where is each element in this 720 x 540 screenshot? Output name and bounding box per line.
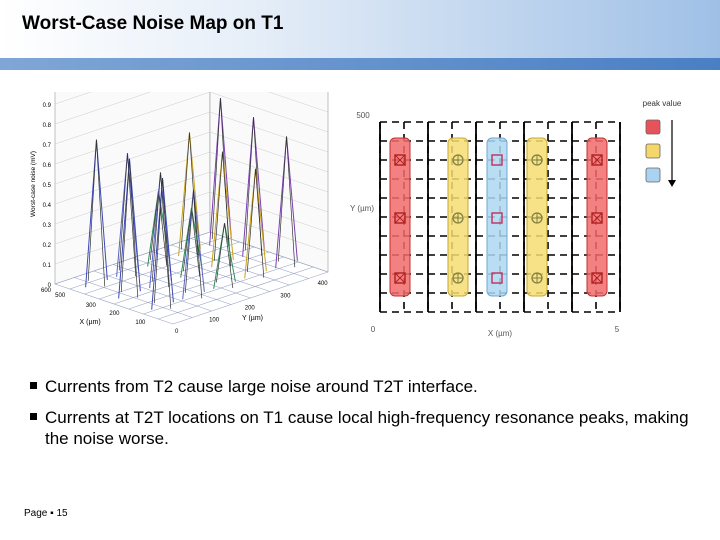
tsv-marker-cross [591,272,603,284]
x-tick-label: 600 [41,288,52,294]
tsv-marker-cross [394,154,406,166]
tsv-square-marker [394,212,406,224]
x-max-label: 5 [615,325,620,334]
noise-peak-edge [118,153,137,277]
page-label: Page [24,508,48,519]
floor-gridline [190,238,309,279]
bullet-item: Currents at T2T locations on T1 cause lo… [30,407,700,449]
legend-arrow-head [668,180,676,187]
z-tick-label: 0.5 [43,183,52,189]
wall-gridline [54,191,329,245]
wall-gridline [54,171,329,225]
bullet-text: Currents from T2 cause large noise aroun… [45,377,478,396]
tsv-square-marker [491,272,503,284]
floor-gridline [54,231,211,285]
z-tick-label: 0.2 [43,243,52,249]
y-axis-label-bg [345,202,379,214]
footer-separator: ▪ [50,508,57,519]
noise-peak-edge [153,177,172,309]
z-tick-label: 0.4 [43,203,52,209]
noise-peak-edge [184,189,203,299]
floor-gridline [69,236,225,290]
x-axis-label: X (µm) [488,329,512,338]
z-tick-label: 0 [48,283,52,289]
x-tick-label: 300 [86,303,97,309]
tsv-square-marker [591,154,603,166]
tsv-square-marker [491,212,503,224]
x-tick-label: 500 [55,293,66,299]
slide-title: Worst-Case Noise Map on T1 [22,13,284,34]
z-tick-label: 0.3 [43,223,52,229]
noise-peak-edge [180,132,199,256]
y-tick-label: 200 [245,306,256,312]
noise-peak-edge [244,117,263,257]
tsv-layout-map: 500 Y (µm) 0 X (µm) 5 [345,111,621,338]
tsv-column-strip [389,137,411,297]
title-underline [0,58,720,70]
y-depth-axis-label: Y (µm) [242,315,263,322]
z-tick-label: 0.6 [43,163,52,169]
bullet-item: Currents from T2 cause large noise aroun… [30,376,700,397]
bullet-square-icon [30,382,37,389]
origin-label: 0 [371,325,376,334]
tsv-marker-cross [394,212,406,224]
z-tick-label: 0.7 [43,143,52,149]
noise-peak-edge [120,158,139,298]
x-axis-label: X (µm) [80,319,101,326]
z-tick-label: 0.9 [43,103,52,109]
noise-peak-edge [87,139,106,287]
y-tick-label: 100 [209,318,220,324]
tsv-square-marker [591,272,603,284]
z-axis-label: Worst-case noise (mV) [30,151,37,217]
wall-gridline [54,151,329,205]
x-tick-label: 100 [135,320,146,326]
peak-legend: peak value [643,99,682,187]
tsv-column-strip [586,137,608,297]
y-tick-label: 0 [175,329,179,335]
y-tick-label: 300 [280,294,291,300]
tsv-square-marker [394,272,406,284]
bullet-list: Currents from T2 cause large noise aroun… [30,376,700,459]
tsv-marker-cross [591,154,603,166]
wall-gridline [54,92,329,145]
x-tick-label: 200 [109,311,120,317]
y-axis-label: Y (µm) [350,204,374,213]
floor-gridline [209,231,329,273]
wall-gridline [54,211,329,265]
tsv-marker-cross [394,272,406,284]
wall-gridline [54,111,329,165]
back-wall-right [209,92,329,273]
bullet-text: Currents at T2T locations on T1 cause lo… [45,408,689,448]
noise-peak-edge [213,151,232,267]
tsv-square-marker [491,154,503,166]
page-number: 15 [56,508,68,519]
tsv-column-strip [486,137,508,297]
noise-peak-edge [151,172,170,288]
noise-surface-plot: 0.9 0.8 0.7 0.6 0.5 0.4 0.3 0.2 0.1 0 Worst-case n… [30,92,329,335]
noise-peak-edge [215,223,234,289]
y-max-label: 500 [356,111,370,120]
bullet-square-icon [30,413,37,420]
noise-peak-edge [246,168,265,278]
y-tick-label: 400 [318,281,329,287]
tsv-square-marker [394,154,406,166]
tsv-square-marker [591,212,603,224]
floor-gridline [171,244,290,286]
legend-swatch [645,143,661,159]
page-footer: Page ▪ 15 [24,508,68,519]
legend-title: peak value [643,99,682,108]
z-tick-label: 0.8 [43,123,52,129]
title-bar [0,0,720,58]
tsv-marker-cross [591,212,603,224]
legend-swatch [645,119,661,135]
z-tick-label: 0.1 [43,263,52,269]
wall-gridline [54,92,329,125]
legend-swatch [645,167,661,183]
noise-peak-edge [277,136,296,268]
floor-gridline [151,251,270,292]
